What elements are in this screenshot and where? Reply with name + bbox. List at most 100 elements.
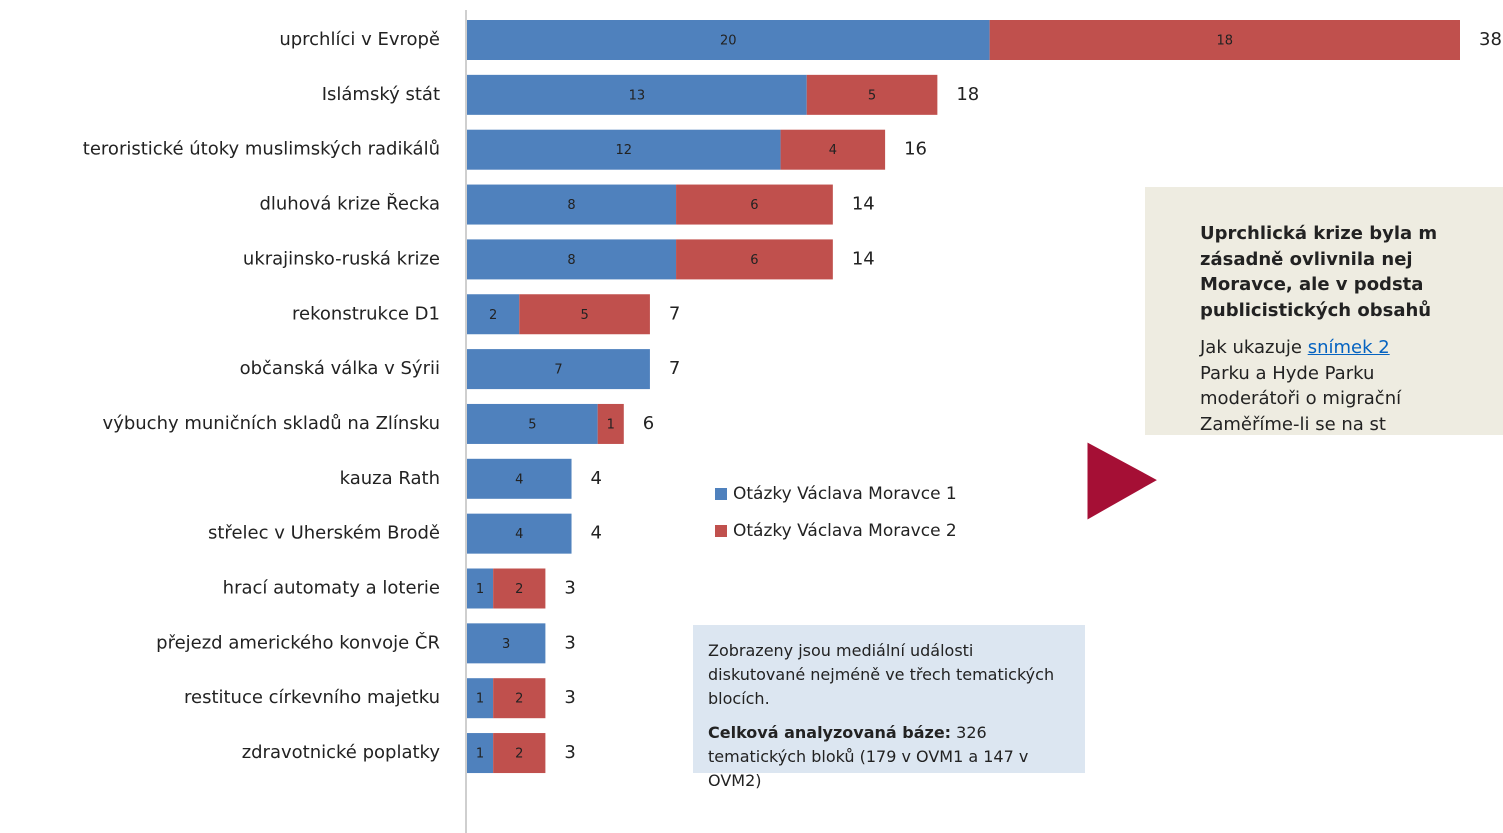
segment-label: 2 <box>515 692 523 707</box>
text-run: Jak ukazuje <box>1200 337 1308 358</box>
text-run: 326 tematických bloků (179 v OVM1 a 147 … <box>708 723 1029 790</box>
total-label: 18 <box>956 84 979 105</box>
bar-segment <box>467 20 990 60</box>
segment-label: 5 <box>868 88 876 103</box>
bar-segment <box>467 349 650 390</box>
text-run: Zobrazeny jsou mediální události diskuto… <box>708 641 1055 708</box>
legend-swatch <box>715 525 727 537</box>
bar-segment <box>780 129 886 170</box>
category-label: Islámský stát <box>322 84 440 105</box>
text-run: Celková analyzovaná báze: <box>708 723 952 742</box>
category-label: výbuchy muničních skladů na Zlínsku <box>103 413 440 434</box>
segment-label: 4 <box>515 527 523 542</box>
link[interactable]: snímek 2 <box>1307 337 1390 358</box>
category-label: uprchlíci v Evropě <box>279 29 440 50</box>
bar-segment <box>467 568 494 609</box>
segment-label: 1 <box>476 747 484 762</box>
legend-label: Otázky Václava Moravce 1 <box>733 484 957 504</box>
category-label: ukrajinsko-ruská krize <box>243 248 440 269</box>
total-label: 3 <box>564 632 575 653</box>
category-label: dluhová krize Řecka <box>259 193 440 215</box>
total-label: 14 <box>852 248 875 269</box>
text-run: Parku a Hyde Parku <box>1200 362 1375 384</box>
segment-label: 13 <box>629 88 646 103</box>
segment-label: 6 <box>750 253 758 268</box>
segment-label: 7 <box>554 363 562 378</box>
callout-box: Uprchlická krize byla m zásadně ovlivnila… <box>1145 187 1503 435</box>
bar-segment <box>493 678 546 719</box>
segment-label: 5 <box>580 308 588 323</box>
category-label: zdravotnické poplatky <box>242 742 441 763</box>
category-label: přejezd amerického konvoje ČR <box>156 631 440 653</box>
segment-label: 8 <box>567 253 575 268</box>
segment-label: 8 <box>567 198 575 213</box>
segment-label: 20 <box>720 34 737 49</box>
callout-line: zásadně ovlivnila nej <box>1200 249 1413 270</box>
total-label: 16 <box>904 139 927 160</box>
text-run: Uprchlická krize byla m <box>1200 223 1438 244</box>
callout-line: Uprchlická krize byla m <box>1200 223 1437 244</box>
bar-segment <box>467 74 807 115</box>
total-label: 14 <box>852 194 875 215</box>
bar-segment <box>467 678 494 719</box>
total-label: 4 <box>591 468 602 489</box>
bar-segment <box>467 513 572 554</box>
bar-segment <box>519 294 650 335</box>
bar-segment <box>467 458 572 499</box>
segment-label: 1 <box>607 417 615 432</box>
category-label: restituce církevního majetku <box>184 687 440 708</box>
note-paragraph: Zobrazeny jsou mediální události diskuto… <box>708 639 1070 711</box>
category-label: hrací automaty a loterie <box>223 578 440 599</box>
callout-line: publicistických obsahů <box>1200 300 1431 321</box>
segment-label: 2 <box>515 747 523 762</box>
category-label: teroristické útoky muslimských radikálů <box>83 139 440 160</box>
total-label: 38 <box>1479 29 1502 50</box>
segment-label: 12 <box>616 143 633 158</box>
bar-segment <box>467 623 546 664</box>
bar-segment <box>467 239 677 280</box>
category-label: střelec v Uherském Brodě <box>208 523 440 544</box>
segment-label: 1 <box>476 582 484 597</box>
note-paragraph: Celková analyzovaná báze: 326 tematickýc… <box>708 721 1070 793</box>
legend-swatch <box>715 488 727 500</box>
text-run: publicistických obsahů <box>1200 299 1432 321</box>
total-label: 7 <box>669 358 680 379</box>
callout-line: Parku a Hyde Parku <box>1200 363 1374 384</box>
bar-segment <box>806 74 938 115</box>
segment-label: 1 <box>476 692 484 707</box>
total-label: 7 <box>669 303 680 324</box>
category-label: kauza Rath <box>340 468 440 489</box>
callout-line: Moravce, ale v podsta <box>1200 274 1423 295</box>
text-run: zásadně ovlivnila nej <box>1200 248 1413 270</box>
total-label: 6 <box>643 413 654 434</box>
bar-segment <box>597 403 624 444</box>
callout-line: Jak ukazuje snímek 2 <box>1200 337 1390 358</box>
text-run: moderátoři o migrační <box>1200 388 1402 409</box>
text-run: Zaměříme-li se na st <box>1200 413 1386 435</box>
category-label: rekonstrukce D1 <box>292 303 440 324</box>
total-label: 3 <box>564 742 575 763</box>
bar-segment <box>493 568 546 609</box>
total-label: 3 <box>564 578 575 599</box>
segment-label: 2 <box>489 308 497 323</box>
segment-label: 4 <box>829 143 837 158</box>
category-label: občanská válka v Sýrii <box>240 358 440 379</box>
segment-label: 3 <box>502 637 510 652</box>
text-run: Moravce, ale v podsta <box>1200 274 1424 295</box>
bar-segment <box>467 294 520 335</box>
bar-segment <box>676 239 833 280</box>
bar-segment <box>467 184 677 225</box>
segment-label: 2 <box>515 582 523 597</box>
total-label: 4 <box>591 523 602 544</box>
note-box: Zobrazeny jsou mediální události diskuto… <box>693 625 1085 790</box>
bar-segment <box>467 733 494 774</box>
arrow <box>1084 437 1164 525</box>
segment-label: 5 <box>528 417 536 432</box>
bar-segment <box>467 129 781 170</box>
bar-segment <box>467 403 598 444</box>
bar-segment <box>676 184 833 225</box>
legend-label: Otázky Václava Moravce 2 <box>733 521 957 541</box>
callout-line: Zaměříme-li se na st <box>1200 414 1386 435</box>
